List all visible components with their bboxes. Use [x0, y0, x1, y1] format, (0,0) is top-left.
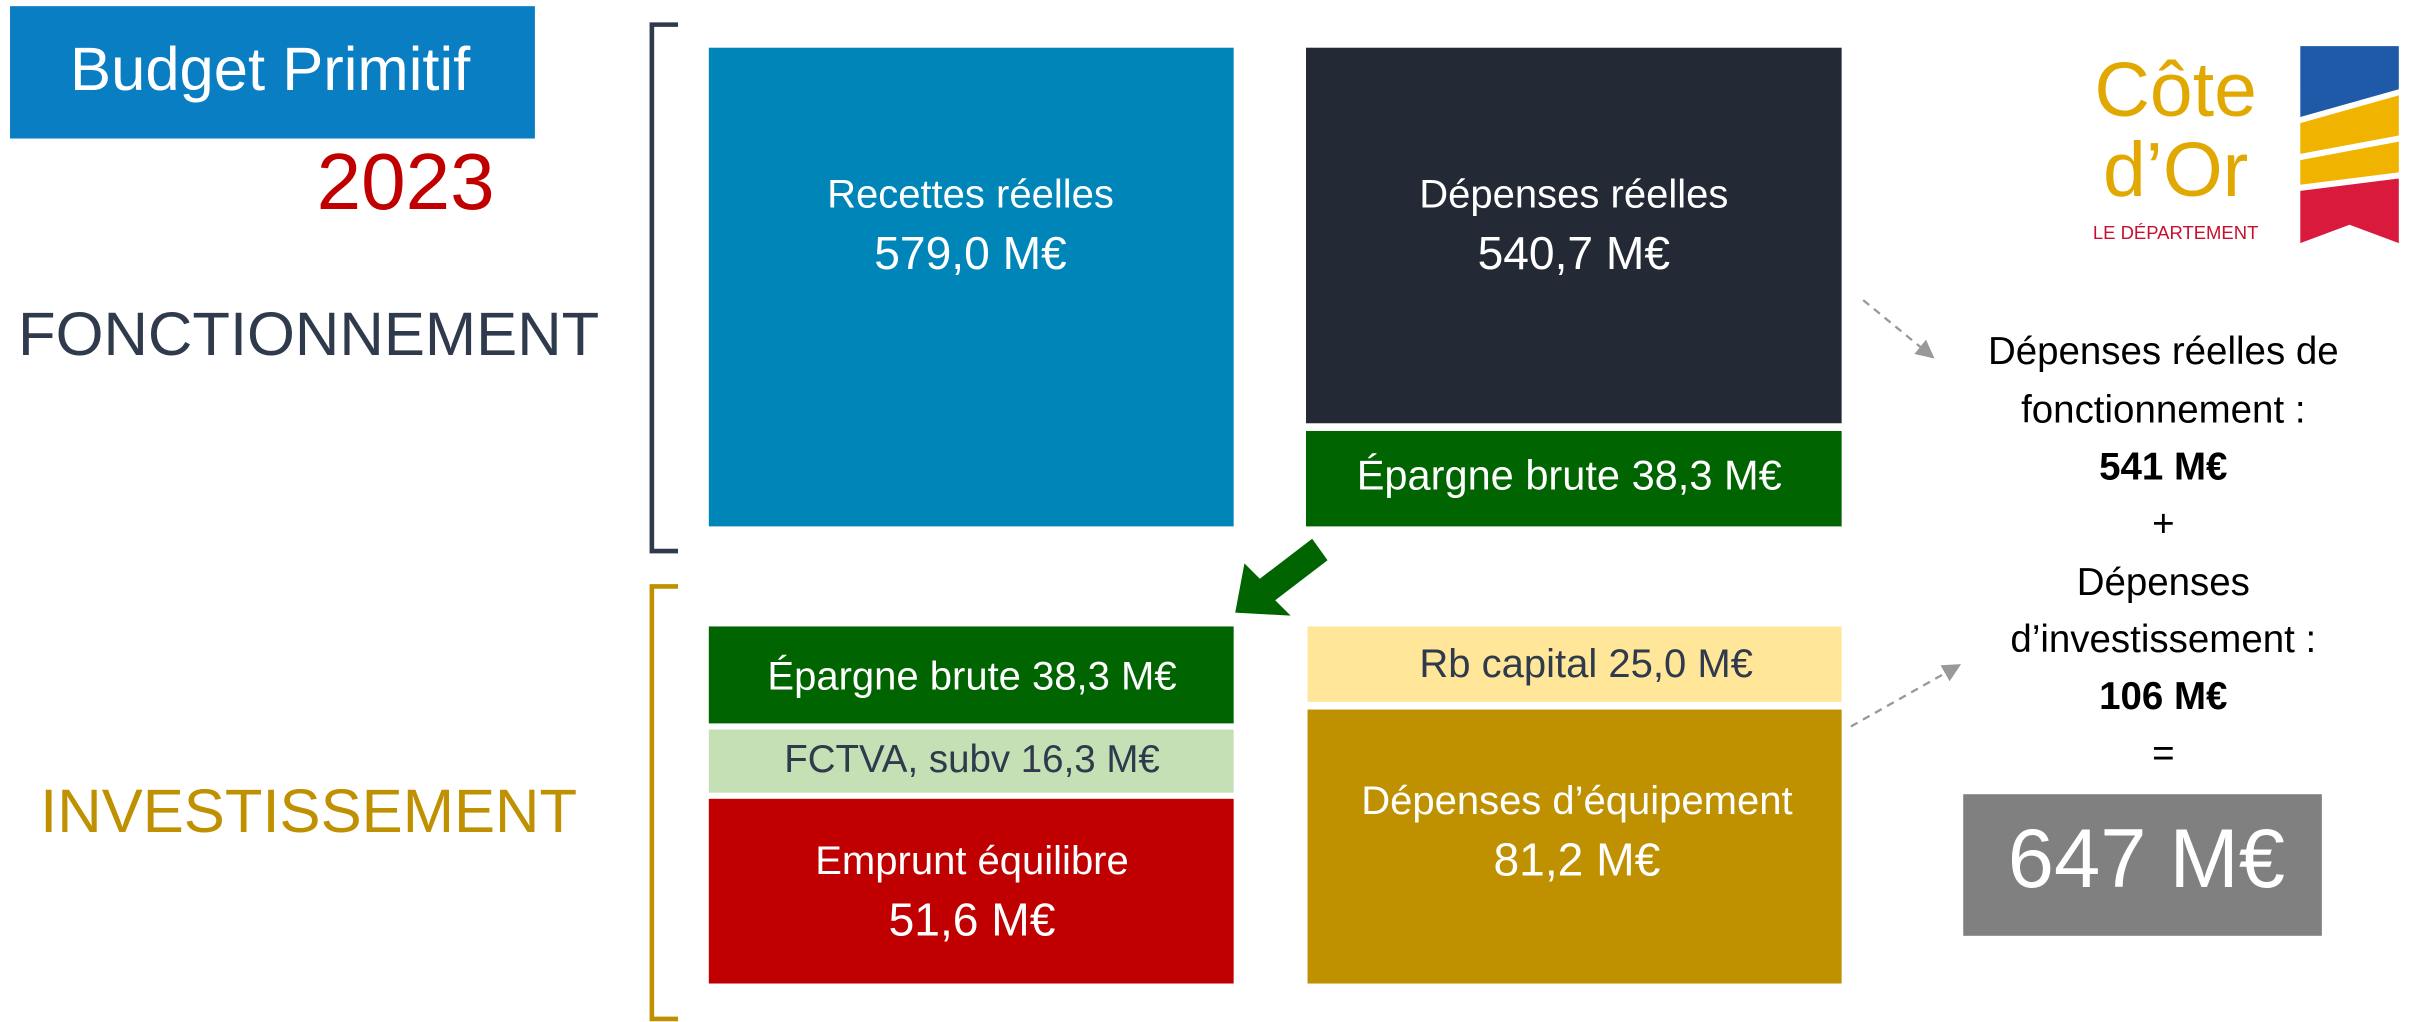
section-label: INVESTISSEMENT	[40, 777, 577, 846]
block	[1307, 709, 1842, 984]
summary: Dépenses réelles de fonctionnement : 541 M…	[1988, 330, 2339, 775]
block-value: 81,2 M€	[1494, 834, 1661, 886]
total-box	[1963, 794, 2322, 936]
block	[708, 626, 1234, 724]
block-value: 51,6 M€	[889, 894, 1056, 946]
block-label: Recettes réelles	[827, 173, 1114, 217]
block	[708, 798, 1234, 984]
summary-line: fonctionnement :	[2021, 389, 2305, 432]
logo-text: LE DÉPARTEMENT	[2093, 222, 2258, 243]
block	[1307, 626, 1842, 702]
total: 647 M€	[2008, 812, 2285, 905]
block-label: Épargne brute 38,3 M€	[767, 653, 1176, 698]
block	[708, 729, 1234, 793]
block-label: Épargne brute 38,3 M€	[1357, 452, 1782, 499]
arrow	[1235, 538, 1328, 616]
block	[708, 47, 1234, 527]
logo-text: d’Or	[2103, 127, 2248, 213]
logo-flag	[2300, 178, 2399, 244]
logo-flag	[2300, 95, 2399, 154]
logo-flag	[2300, 141, 2399, 185]
dashed-arrow	[1850, 664, 1962, 728]
summary-line: +	[2152, 503, 2174, 546]
title: Budget Primitif	[70, 35, 471, 104]
block-value: 579,0 M€	[874, 227, 1067, 279]
summary-line: Dépenses réelles de	[1988, 330, 2339, 373]
year: 2023	[317, 137, 495, 226]
block-label: Rb capital 25,0 M€	[1419, 642, 1753, 686]
bracket	[649, 584, 679, 1022]
summary-line: Dépenses	[2077, 561, 2250, 604]
summary-line: =	[2152, 732, 2174, 775]
block-label: Emprunt équilibre	[815, 839, 1129, 883]
block-label: Dépenses réelles	[1419, 173, 1728, 217]
section-label: FONCTIONNEMENT	[18, 300, 599, 369]
block-label: Dépenses d’équipement	[1361, 779, 1792, 823]
block-value: 540,7 M€	[1478, 227, 1671, 279]
title-box	[10, 6, 535, 139]
summary-line: 106 M€	[2099, 675, 2227, 718]
logo-text: Côte	[2094, 47, 2257, 133]
logo-flag	[2300, 46, 2399, 117]
summary-line: 541 M€	[2099, 446, 2227, 489]
block-label: FCTVA, subv 16,3 M€	[784, 738, 1160, 781]
dashed-arrow	[1862, 299, 1935, 359]
block	[1306, 47, 1842, 424]
bracket	[649, 22, 679, 554]
summary-line: d’investissement :	[2010, 618, 2316, 661]
block	[1306, 430, 1842, 527]
